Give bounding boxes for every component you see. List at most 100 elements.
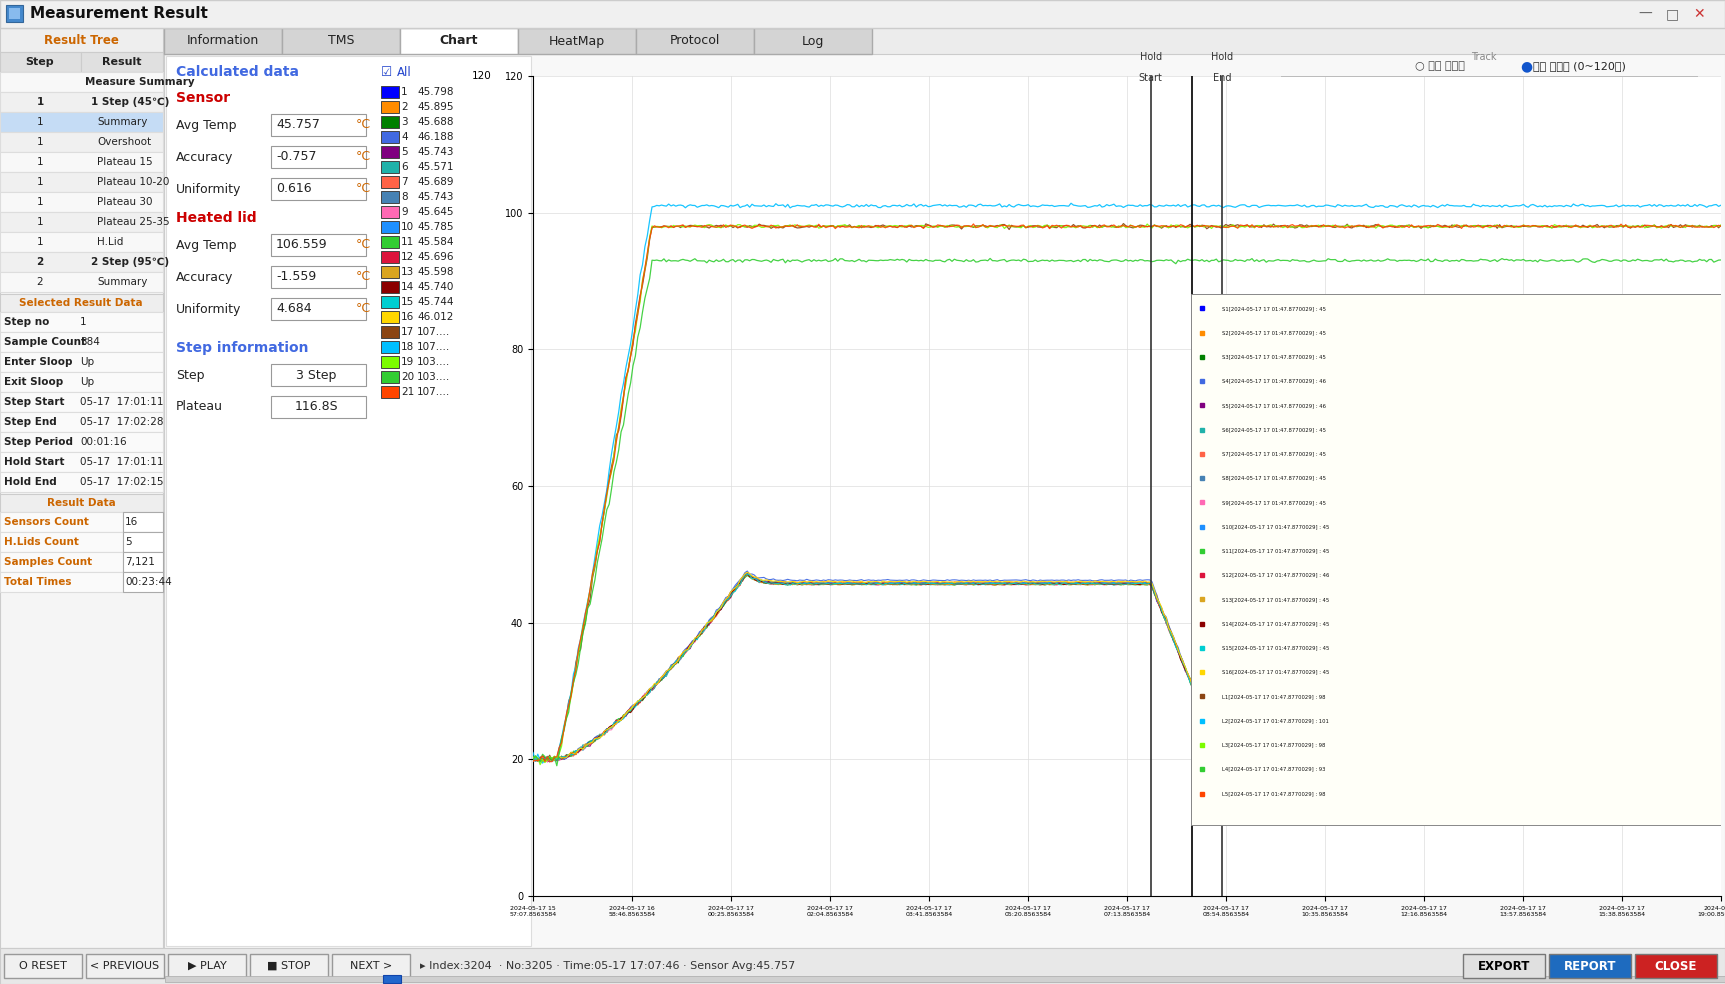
Text: 6: 6	[400, 162, 407, 172]
Text: Hold End: Hold End	[3, 477, 57, 487]
Text: Measurement Result: Measurement Result	[29, 7, 209, 22]
Bar	[518, 28, 637, 54]
Bar	[400, 28, 518, 54]
Bar	[381, 326, 398, 338]
Text: 05-17  17:01:11: 05-17 17:01:11	[79, 397, 164, 407]
Text: Avg Temp: Avg Temp	[176, 118, 236, 132]
Text: Plateau 30: Plateau 30	[97, 197, 152, 207]
Text: 1: 1	[36, 217, 43, 227]
Text: Selected Result Data: Selected Result Data	[19, 298, 143, 308]
Bar	[122, 572, 162, 592]
Text: 17: 17	[400, 327, 414, 337]
Text: Start: Start	[1138, 73, 1163, 83]
Text: 45.688: 45.688	[417, 117, 454, 127]
Text: S1[2024-05-17 17 01:47.8770029] : 45: S1[2024-05-17 17 01:47.8770029] : 45	[1221, 306, 1327, 311]
Text: 107....: 107....	[417, 327, 450, 337]
Text: 1: 1	[36, 177, 43, 187]
Text: 384: 384	[79, 337, 100, 347]
Text: Step End: Step End	[3, 417, 57, 427]
Text: Step Start: Step Start	[3, 397, 64, 407]
Bar	[0, 372, 162, 392]
Text: Step: Step	[26, 57, 53, 67]
Bar	[0, 92, 162, 112]
Text: °C: °C	[355, 182, 371, 196]
Text: Accuracy: Accuracy	[176, 271, 233, 283]
Text: All: All	[397, 66, 412, 79]
Text: 46.012: 46.012	[417, 312, 454, 322]
Text: Uniformity: Uniformity	[176, 302, 242, 316]
Text: Samples Count: Samples Count	[3, 557, 91, 567]
Text: 16: 16	[400, 312, 414, 322]
Text: 116.8S: 116.8S	[295, 400, 338, 413]
Text: CLOSE: CLOSE	[1654, 959, 1697, 972]
Text: 16: 16	[124, 517, 138, 527]
Text: □: □	[1665, 7, 1678, 21]
Bar	[381, 341, 398, 353]
Text: S10[2024-05-17 17 01:47.8770029] : 45: S10[2024-05-17 17 01:47.8770029] : 45	[1221, 524, 1330, 529]
Bar	[0, 532, 122, 552]
Bar	[167, 954, 247, 978]
Bar	[81, 52, 162, 72]
Text: 106.559: 106.559	[276, 238, 328, 252]
Text: 9: 9	[400, 207, 407, 217]
Text: Information: Information	[186, 34, 259, 47]
Text: 45.740: 45.740	[417, 282, 454, 292]
Text: Uniformity: Uniformity	[176, 182, 242, 196]
Text: 10: 10	[400, 222, 414, 232]
Text: 18: 18	[400, 342, 414, 352]
Bar	[754, 28, 873, 54]
Text: Hold: Hold	[1140, 52, 1163, 62]
Text: HeatMap: HeatMap	[549, 34, 605, 47]
Bar	[381, 161, 398, 173]
Text: 21: 21	[400, 387, 414, 397]
Text: 45.757: 45.757	[276, 118, 319, 132]
Bar	[164, 28, 281, 54]
Text: Summary: Summary	[97, 117, 147, 127]
Text: 7,121: 7,121	[124, 557, 155, 567]
Text: 수동 스케일 (0~120도): 수동 스케일 (0~120도)	[1534, 61, 1627, 71]
Bar	[381, 311, 398, 323]
Text: Sensors Count: Sensors Count	[3, 517, 90, 527]
Text: 45.895: 45.895	[417, 102, 454, 112]
Text: L3[2024-05-17 17 01:47.8770029] : 98: L3[2024-05-17 17 01:47.8770029] : 98	[1221, 743, 1325, 748]
Text: °C: °C	[355, 151, 371, 163]
Text: 45.689: 45.689	[417, 177, 454, 187]
Text: REPORT: REPORT	[1565, 959, 1616, 972]
Text: 4.684: 4.684	[276, 302, 312, 316]
Text: 5: 5	[400, 147, 407, 157]
Bar	[381, 356, 398, 368]
Bar	[0, 192, 162, 212]
Text: 2: 2	[36, 257, 43, 267]
Bar	[122, 532, 162, 552]
Text: 20: 20	[400, 372, 414, 382]
Text: 00:01:16: 00:01:16	[79, 437, 126, 447]
Text: 2 Step (95℃): 2 Step (95℃)	[91, 257, 169, 267]
Text: Avg Temp: Avg Temp	[176, 238, 236, 252]
Bar	[0, 0, 1725, 28]
Bar	[271, 114, 366, 136]
Bar	[383, 975, 400, 983]
Text: 120: 120	[471, 71, 492, 81]
Text: Track: Track	[1471, 52, 1496, 62]
Text: 45.645: 45.645	[417, 207, 454, 217]
Bar	[381, 116, 398, 128]
Text: S16[2024-05-17 17 01:47.8770029] : 45: S16[2024-05-17 17 01:47.8770029] : 45	[1221, 670, 1330, 675]
Bar	[166, 56, 531, 946]
Text: 45.571: 45.571	[417, 162, 454, 172]
Text: 0.616: 0.616	[276, 182, 312, 196]
Bar	[271, 234, 366, 256]
Bar	[0, 172, 162, 192]
Bar	[271, 298, 366, 320]
Text: Result Tree: Result Tree	[43, 33, 119, 46]
Text: O RESET: O RESET	[19, 961, 67, 971]
Text: Plateau 25-35: Plateau 25-35	[97, 217, 169, 227]
Bar	[381, 131, 398, 143]
Text: Plateau 15: Plateau 15	[97, 157, 152, 167]
Text: L4[2024-05-17 17 01:47.8770029] : 93: L4[2024-05-17 17 01:47.8770029] : 93	[1221, 767, 1325, 771]
Bar	[0, 412, 162, 432]
Text: S2[2024-05-17 17 01:47.8770029] : 45: S2[2024-05-17 17 01:47.8770029] : 45	[1221, 330, 1327, 336]
Bar	[122, 552, 162, 572]
Text: 05-17  17:02:15: 05-17 17:02:15	[79, 477, 164, 487]
Text: S11[2024-05-17 17 01:47.8770029] : 45: S11[2024-05-17 17 01:47.8770029] : 45	[1221, 548, 1330, 553]
Text: 12: 12	[400, 252, 414, 262]
